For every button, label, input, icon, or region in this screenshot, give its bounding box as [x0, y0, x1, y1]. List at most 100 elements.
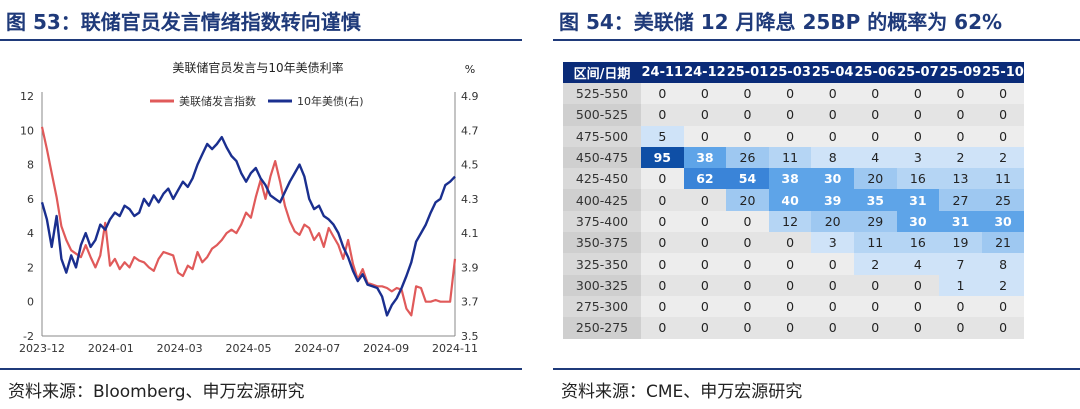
range-label: 250-275	[563, 317, 641, 339]
right-y-tick-label: 3.5	[461, 330, 479, 343]
probability-cell: 2	[939, 146, 982, 169]
probability-cell: 35	[853, 189, 897, 211]
figure-54-source: 资料来源：CME、申万宏源研究	[561, 382, 803, 402]
probability-cell: 20	[853, 168, 897, 190]
column-header: 25-09	[939, 62, 982, 83]
left-y-tick-label: -2	[23, 330, 34, 343]
probability-cell: 0	[726, 295, 769, 318]
left-y-tick-label: 8	[27, 159, 34, 172]
range-label: 425-450	[563, 168, 641, 190]
header-label-cell: 区间/日期	[563, 62, 641, 83]
figure-54-panel: 图 54：美联储 12 月降息 25BP 的概率为 62% 区间/日期 24-11…	[553, 0, 1080, 409]
right-y-tick-label: 3.7	[461, 296, 479, 309]
probability-cell: 16	[896, 168, 940, 190]
probability-cell: 30	[981, 210, 1025, 233]
probability-cell: 0	[683, 125, 727, 147]
table-row: 375-400 0 0 0 12 20 29 30 31 30	[563, 210, 1025, 233]
table-row: 450-475 95 38 26 11 8 4 3 2 2	[563, 146, 1025, 169]
right-y-tick-label: 3.9	[461, 261, 479, 274]
probability-cell: 0	[768, 125, 812, 147]
probability-cell: 0	[853, 317, 897, 339]
table-row: 275-300 0 0 0 0 0 0 0 0 0	[563, 295, 1025, 318]
series-line	[40, 135, 456, 317]
probability-cell: 20	[811, 210, 854, 233]
probability-cell: 11	[981, 168, 1025, 190]
chart-axes: -2 0 2 4 6 8 10 12 3.5 3.7 3.9 4.1 4.3 4.5 4.7 4.9 2023-…	[19, 90, 478, 355]
probability-cell: 30	[896, 210, 940, 233]
probability-cell: 0	[641, 83, 684, 105]
probability-cell: 0	[811, 83, 854, 105]
probability-cell: 0	[726, 104, 769, 126]
range-label: 450-475	[563, 146, 641, 169]
probability-cell: 0	[641, 104, 684, 126]
figure-54-title: 图 54：美联储 12 月降息 25BP 的概率为 62%	[559, 10, 1003, 34]
probability-cell: 0	[981, 317, 1025, 339]
probability-cell: 0	[641, 317, 684, 339]
probability-cell: 0	[641, 295, 684, 318]
probability-cell: 11	[768, 146, 812, 169]
probability-cell: 0	[726, 125, 769, 147]
probability-cell: 0	[896, 125, 940, 147]
range-label: 275-300	[563, 295, 641, 318]
probability-cell: 62	[683, 168, 727, 190]
probability-cell: 16	[896, 232, 940, 254]
x-tick-label: 2024-09	[363, 342, 409, 355]
right-y-tick-label: 4.9	[461, 90, 479, 103]
probability-cell: 2	[981, 146, 1025, 169]
probability-cell: 0	[683, 274, 727, 296]
table-body: 525-550 0 0 0 0 0 0 0 0 0 500-525 0 0 0 0 0 0 0 0 0 475-500 5…	[563, 83, 1025, 339]
probability-cell: 40	[768, 189, 812, 211]
probability-cell: 8	[981, 253, 1025, 275]
right-y-tick-label: 4.1	[461, 227, 479, 240]
probability-cell: 0	[768, 83, 812, 105]
probability-cell: 0	[896, 274, 940, 296]
probability-cell: 0	[896, 83, 940, 105]
probability-cell: 31	[939, 210, 982, 233]
table-row: 475-500 5 0 0 0 0 0 0 0 0	[563, 125, 1025, 147]
probability-cell: 0	[981, 83, 1025, 105]
probability-cell: 12	[768, 210, 812, 233]
range-label: 300-325	[563, 274, 641, 296]
range-label: 375-400	[563, 210, 641, 233]
probability-cell: 0	[641, 253, 684, 275]
probability-cell: 0	[683, 83, 727, 105]
probability-cell: 0	[683, 189, 727, 211]
x-tick-label: 2024-11	[432, 342, 478, 355]
source-divider	[0, 368, 522, 370]
probability-cell: 0	[683, 210, 727, 233]
left-y-tick-label: 6	[27, 193, 34, 206]
column-header: 24-11	[641, 62, 684, 83]
probability-cell: 0	[853, 83, 897, 105]
probability-cell: 0	[939, 317, 982, 339]
probability-cell: 0	[683, 295, 727, 318]
right-y-tick-label: 4.5	[461, 159, 479, 172]
title-divider	[0, 39, 522, 41]
table-row: 300-325 0 0 0 0 0 0 0 1 2	[563, 274, 1025, 296]
x-tick-label: 2024-05	[226, 342, 272, 355]
probability-cell: 0	[683, 253, 727, 275]
table-row: 250-275 0 0 0 0 0 0 0 0 0	[563, 317, 1025, 339]
probability-cell: 1	[939, 274, 982, 296]
table-row: 400-425 0 0 20 40 39 35 31 27 25	[563, 189, 1025, 211]
figure-53-source: 资料来源：Bloomberg、申万宏源研究	[8, 382, 305, 402]
probability-cell: 0	[726, 253, 769, 275]
range-label: 325-350	[563, 253, 641, 275]
x-tick-label: 2024-07	[294, 342, 340, 355]
right-y-tick-label: 4.3	[461, 193, 479, 206]
column-header: 25-03	[768, 62, 812, 83]
column-header: 25-04	[811, 62, 854, 83]
probability-cell: 25	[981, 189, 1025, 211]
probability-cell: 11	[853, 232, 897, 254]
probability-cell: 39	[811, 189, 854, 211]
probability-cell: 0	[853, 295, 897, 318]
probability-cell: 0	[939, 104, 982, 126]
probability-cell: 3	[896, 146, 940, 169]
probability-cell: 13	[939, 168, 982, 190]
probability-cell: 19	[939, 232, 982, 254]
probability-cell: 54	[726, 168, 769, 190]
right-axis-unit: %	[465, 63, 475, 76]
range-label: 400-425	[563, 189, 641, 211]
probability-cell: 27	[939, 189, 982, 211]
left-y-tick-label: 0	[27, 296, 34, 309]
column-header: 25-10	[981, 62, 1025, 83]
